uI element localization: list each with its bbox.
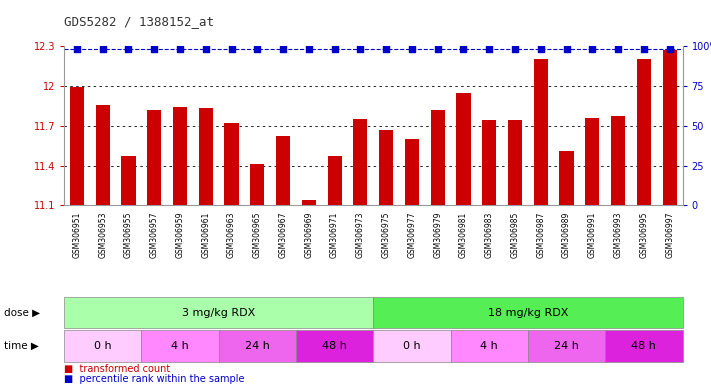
Text: 4 h: 4 h	[171, 341, 189, 351]
Text: ■  transformed count: ■ transformed count	[64, 364, 170, 374]
Bar	[276, 136, 290, 205]
Point	[561, 46, 572, 53]
Point	[123, 46, 134, 53]
Point	[638, 46, 650, 53]
Bar	[296, 330, 373, 362]
Point	[406, 46, 417, 53]
Point	[252, 46, 263, 53]
Bar	[528, 330, 605, 362]
Bar	[560, 151, 574, 205]
Text: 4 h: 4 h	[481, 341, 498, 351]
Point	[612, 46, 624, 53]
Bar	[431, 110, 445, 205]
Bar	[70, 87, 84, 205]
Point	[174, 46, 186, 53]
Text: 24 h: 24 h	[554, 341, 579, 351]
Point	[226, 46, 237, 53]
Bar	[64, 330, 141, 362]
Bar	[173, 107, 187, 205]
Point	[664, 46, 675, 53]
Bar	[508, 121, 522, 205]
Point	[355, 46, 366, 53]
Text: 0 h: 0 h	[403, 341, 421, 351]
Bar	[373, 330, 451, 362]
Point	[432, 46, 444, 53]
Text: time ▶: time ▶	[4, 341, 38, 351]
Bar	[373, 297, 683, 328]
Bar	[147, 110, 161, 205]
Bar	[379, 130, 393, 205]
Point	[71, 46, 82, 53]
Bar	[198, 109, 213, 205]
Point	[587, 46, 598, 53]
Bar	[250, 164, 264, 205]
Bar	[141, 330, 218, 362]
Bar	[122, 156, 136, 205]
Bar	[663, 50, 677, 205]
Bar	[611, 116, 625, 205]
Text: 0 h: 0 h	[94, 341, 112, 351]
Text: 24 h: 24 h	[245, 341, 269, 351]
Point	[329, 46, 341, 53]
Bar	[95, 104, 109, 205]
Point	[200, 46, 211, 53]
Bar	[301, 200, 316, 205]
Bar	[482, 121, 496, 205]
Point	[483, 46, 495, 53]
Text: 3 mg/kg RDX: 3 mg/kg RDX	[182, 308, 255, 318]
Text: 18 mg/kg RDX: 18 mg/kg RDX	[488, 308, 568, 318]
Text: 48 h: 48 h	[322, 341, 347, 351]
Bar	[64, 297, 373, 328]
Bar	[219, 330, 296, 362]
Text: dose ▶: dose ▶	[4, 308, 40, 318]
Bar	[405, 139, 419, 205]
Point	[535, 46, 547, 53]
Text: ■  percentile rank within the sample: ■ percentile rank within the sample	[64, 374, 245, 384]
Point	[149, 46, 160, 53]
Point	[380, 46, 392, 53]
Point	[458, 46, 469, 53]
Point	[97, 46, 108, 53]
Text: 48 h: 48 h	[631, 341, 656, 351]
Point	[303, 46, 314, 53]
Bar	[534, 60, 548, 205]
Bar	[451, 330, 528, 362]
Text: GDS5282 / 1388152_at: GDS5282 / 1388152_at	[64, 15, 214, 28]
Bar	[353, 119, 368, 205]
Bar	[456, 93, 471, 205]
Bar	[585, 118, 599, 205]
Bar	[225, 123, 239, 205]
Bar	[328, 156, 342, 205]
Point	[509, 46, 520, 53]
Point	[277, 46, 289, 53]
Bar	[637, 60, 651, 205]
Bar	[605, 330, 683, 362]
